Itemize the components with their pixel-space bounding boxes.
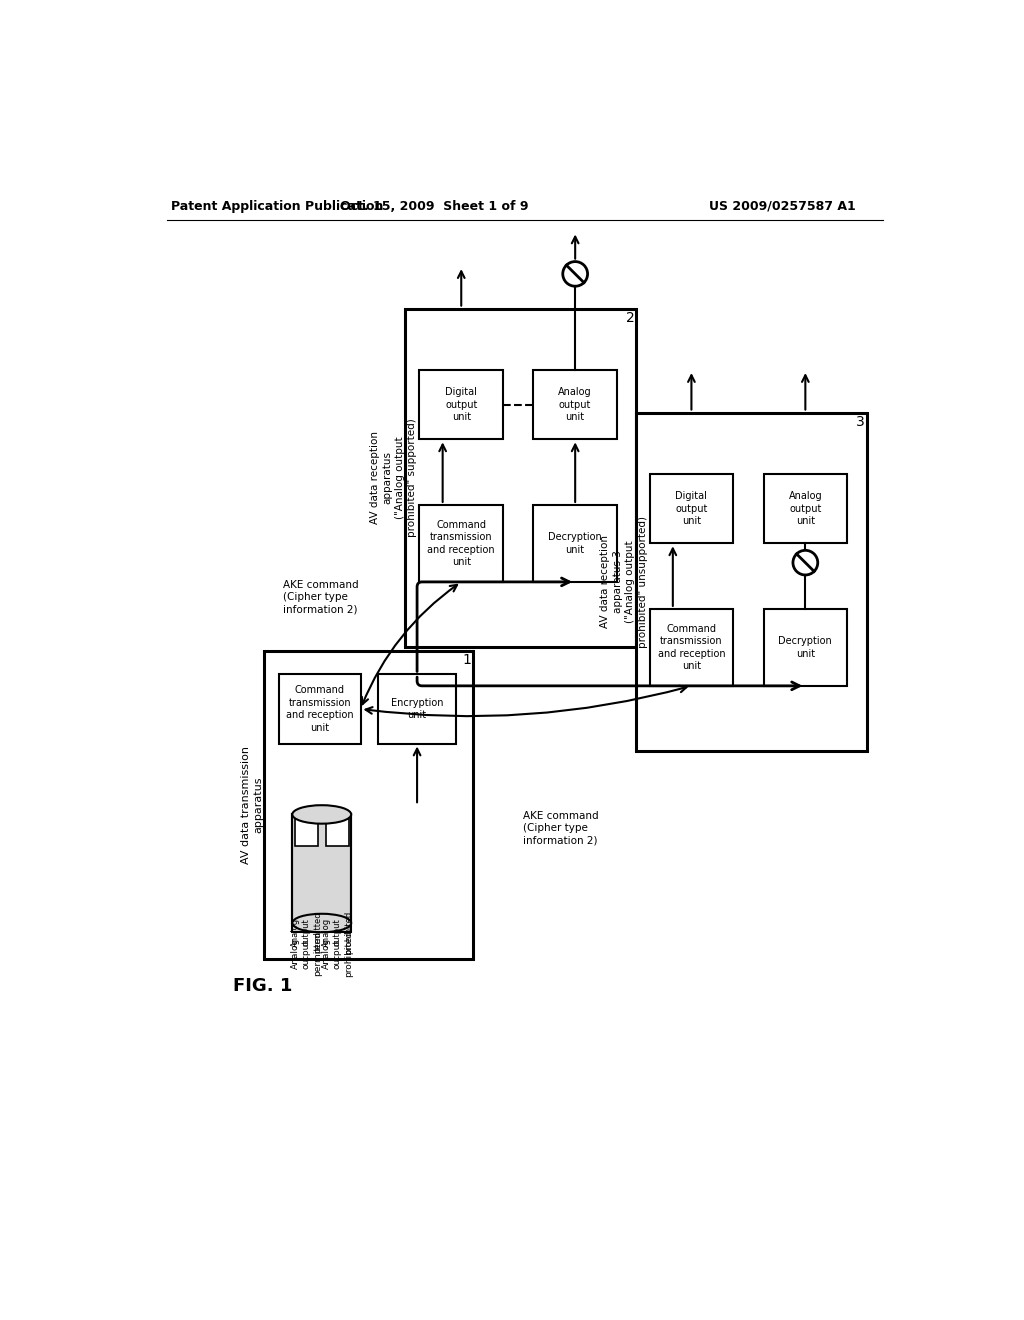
Text: Digital
output
unit: Digital output unit (445, 387, 477, 422)
Text: Analog
output
prohibited: Analog output prohibited (322, 931, 353, 977)
Text: Command
transmission
and reception
unit: Command transmission and reception unit (427, 520, 495, 568)
Text: AKE command
(Cipher type
information 2): AKE command (Cipher type information 2) (283, 579, 358, 615)
Ellipse shape (292, 913, 351, 932)
Text: Digital
output
unit: Digital output unit (675, 491, 708, 527)
Text: US 2009/0257587 A1: US 2009/0257587 A1 (710, 199, 856, 213)
Bar (764, 609, 847, 686)
Bar (420, 370, 503, 440)
Text: Analog
output
permitted: Analog output permitted (291, 932, 322, 977)
Bar (326, 818, 349, 846)
Text: Analog
output
unit: Analog output unit (788, 491, 822, 527)
Bar (263, 651, 473, 960)
Text: Oct. 15, 2009  Sheet 1 of 9: Oct. 15, 2009 Sheet 1 of 9 (340, 199, 528, 213)
Bar (280, 675, 360, 743)
Bar (636, 412, 866, 751)
Text: 3: 3 (856, 414, 864, 429)
Text: Decryption
unit: Decryption unit (778, 636, 833, 659)
Text: AKE command
(Cipher type
information 2): AKE command (Cipher type information 2) (523, 810, 599, 846)
Bar (295, 818, 317, 846)
Text: Analog
output
prohibited: Analog output prohibited (322, 911, 353, 954)
Text: AV data reception
apparatus 3
("Analog output
prohibited" unsupported): AV data reception apparatus 3 ("Analog o… (600, 516, 647, 648)
Text: Analog
output
unit: Analog output unit (558, 387, 592, 422)
Text: Command
transmission
and reception
unit: Command transmission and reception unit (286, 685, 353, 733)
Text: 1: 1 (462, 653, 471, 668)
Text: FIG. 1: FIG. 1 (232, 977, 292, 995)
Text: AV data reception
apparatus
("Analog output
prohibited" supported): AV data reception apparatus ("Analog out… (371, 418, 418, 537)
Bar (378, 675, 456, 743)
Bar (534, 506, 617, 582)
Text: 2: 2 (626, 310, 635, 325)
Bar (406, 309, 636, 647)
Text: Encryption
unit: Encryption unit (391, 698, 443, 721)
Text: Decryption
unit: Decryption unit (548, 532, 602, 554)
Bar (534, 370, 617, 440)
Text: Patent Application Publication: Patent Application Publication (171, 199, 383, 213)
Bar (649, 609, 733, 686)
Ellipse shape (292, 805, 351, 824)
Text: Analog
output
permitted: Analog output permitted (291, 911, 322, 953)
Bar (649, 474, 733, 544)
Bar (764, 474, 847, 544)
Text: Command
transmission
and reception
unit: Command transmission and reception unit (657, 624, 725, 671)
Bar (420, 506, 503, 582)
Bar (292, 814, 351, 932)
Text: AV data transmission
apparatus: AV data transmission apparatus (241, 746, 263, 865)
